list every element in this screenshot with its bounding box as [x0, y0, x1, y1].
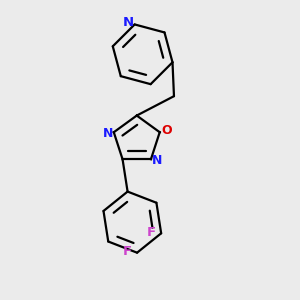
Text: F: F — [147, 226, 156, 238]
Text: F: F — [123, 245, 132, 258]
Text: N: N — [103, 127, 113, 140]
Text: N: N — [152, 154, 162, 167]
Text: O: O — [161, 124, 172, 137]
Text: N: N — [123, 16, 134, 28]
